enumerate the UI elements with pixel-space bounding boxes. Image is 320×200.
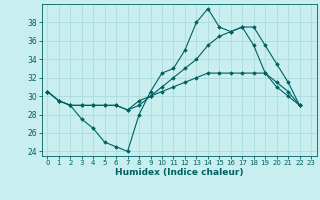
X-axis label: Humidex (Indice chaleur): Humidex (Indice chaleur): [115, 168, 244, 177]
